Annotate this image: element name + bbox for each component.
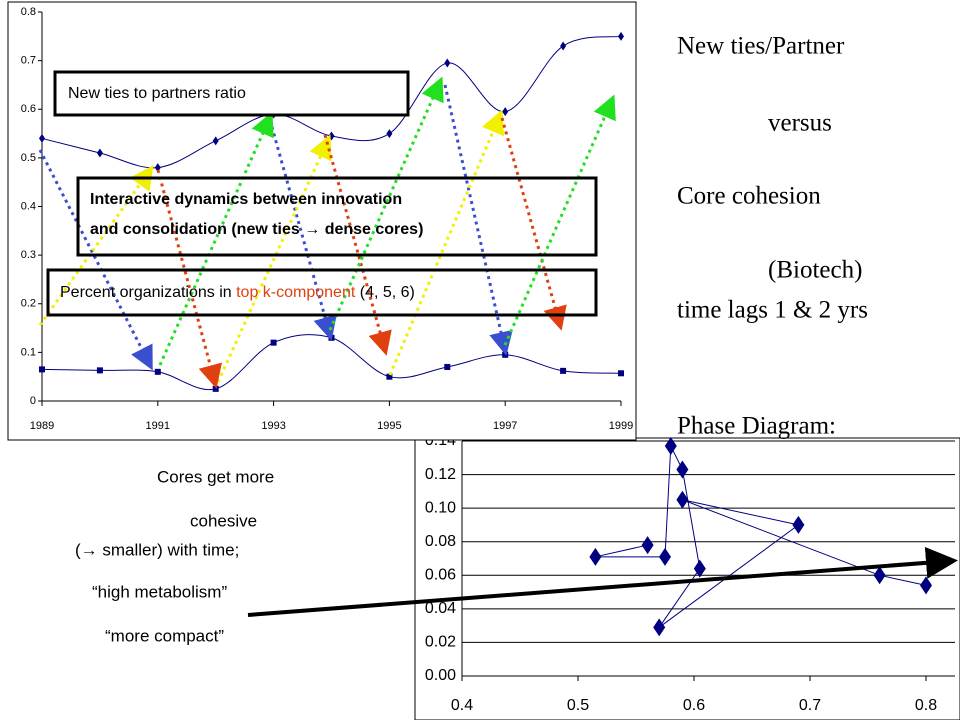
marker (560, 41, 567, 51)
y-tick-label: 0.10 (425, 499, 456, 516)
y-tick-label: 0.6 (21, 103, 36, 115)
heading-line: time lags 1 & 2 yrs (677, 297, 868, 324)
marker (444, 58, 451, 68)
marker (653, 618, 666, 637)
marker (920, 576, 932, 595)
marker (560, 367, 567, 374)
x-tick-label: 1997 (493, 420, 517, 432)
marker (502, 351, 509, 358)
dotted-arrows (38, 76, 616, 389)
arrow (503, 94, 616, 346)
x-tick-label: 1993 (261, 420, 285, 432)
annotation: New ties to partners ratio (68, 85, 246, 102)
y-tick-label: 0.1 (21, 346, 36, 358)
x-tick-label: 0.7 (799, 697, 821, 714)
y-tick-label: 0.7 (21, 55, 36, 67)
heading-line: (Biotech) (768, 257, 862, 284)
annotations: New ties to partners ratio Interactive d… (46, 70, 598, 317)
phase-diagram: 0.000.020.040.060.080.100.120.140.4 0.5 0.… (414, 432, 960, 720)
marker (659, 547, 671, 566)
y-tick-label: 0.00 (425, 667, 456, 684)
x-tick-label: 1991 (146, 420, 170, 432)
marker (664, 437, 677, 456)
marker (618, 31, 624, 41)
annotation: Percent organizations in top k-component… (60, 284, 415, 301)
marker (693, 559, 706, 578)
x-tick-label: 0.8 (915, 697, 937, 714)
arrow (156, 169, 222, 389)
marker (386, 129, 393, 139)
marker (676, 490, 689, 509)
note-line: “high metabolism” (92, 582, 227, 601)
note-line: “more compact” (105, 626, 224, 645)
y-tick-label: 0.4 (21, 200, 36, 212)
marker (39, 366, 45, 373)
marker (96, 148, 103, 158)
marker (873, 566, 886, 585)
notes: Cores get more cohesive (→ smaller) with… (75, 467, 274, 645)
y-tick-label: 0.02 (425, 634, 456, 651)
arrow (328, 76, 444, 331)
heading-line: Phase Diagram: (677, 413, 836, 440)
x-tick-label: 1995 (377, 420, 401, 432)
x-tick-label: 0.6 (683, 697, 705, 714)
annotation-box (76, 176, 598, 257)
arrow (158, 111, 274, 366)
y-tick-label: 0.06 (425, 567, 456, 584)
annotation-box (53, 70, 410, 117)
marker (792, 515, 805, 534)
annotation: Interactive dynamics between innovation (90, 191, 402, 208)
marker (444, 363, 451, 370)
x-tick-label: 0.4 (451, 697, 473, 714)
arrow (443, 84, 513, 356)
arrow (216, 134, 332, 383)
heading: New ties/Partner versus Core cohesion (B… (677, 33, 868, 440)
arrow (268, 119, 337, 341)
arrow (388, 109, 505, 376)
annotation-box (46, 268, 598, 317)
marker (154, 368, 161, 375)
annotation-part: Percent organizations in (60, 284, 236, 301)
marker (386, 373, 393, 380)
y-tick-label: 0.04 (425, 600, 456, 617)
x-tick-label: 1999 (609, 420, 633, 432)
y-tick-label: 0 (30, 395, 36, 407)
y-tick-label: 0.08 (425, 533, 456, 550)
note-line: cohesive (190, 511, 257, 530)
arrow (38, 149, 153, 371)
x-tick-label: 0.5 (567, 697, 589, 714)
marker (39, 133, 45, 143)
note-line: Cores get more (157, 467, 274, 486)
marker (270, 339, 277, 346)
heading-line: versus (768, 110, 832, 137)
x-tick-label: 1989 (30, 420, 54, 432)
marker (212, 136, 219, 146)
arrow (500, 117, 567, 331)
trend-arrow (247, 546, 958, 617)
marker (618, 370, 624, 377)
marker (589, 547, 602, 566)
arrow (323, 134, 392, 356)
marker (676, 460, 689, 479)
marker (96, 367, 103, 374)
marker (328, 334, 335, 341)
chart-frame (414, 437, 960, 720)
annotation: and consolidation (new ties → dense core… (90, 221, 423, 238)
note-line: (→ smaller) with time; (75, 540, 239, 559)
heading-line: New ties/Partner (677, 33, 845, 60)
y-tick-label: 0.2 (21, 298, 36, 310)
y-tick-label: 0.8 (21, 6, 36, 18)
marker (641, 536, 654, 555)
y-tick-label: 0.5 (21, 152, 36, 164)
marker (212, 385, 219, 392)
y-tick-label: 0.3 (21, 249, 36, 261)
heading-line: Core cohesion (677, 183, 821, 210)
annotation-part: (4, 5, 6) (355, 284, 415, 301)
y-tick-label: 0.12 (425, 466, 456, 483)
annotation-part: top k-component (236, 284, 356, 301)
